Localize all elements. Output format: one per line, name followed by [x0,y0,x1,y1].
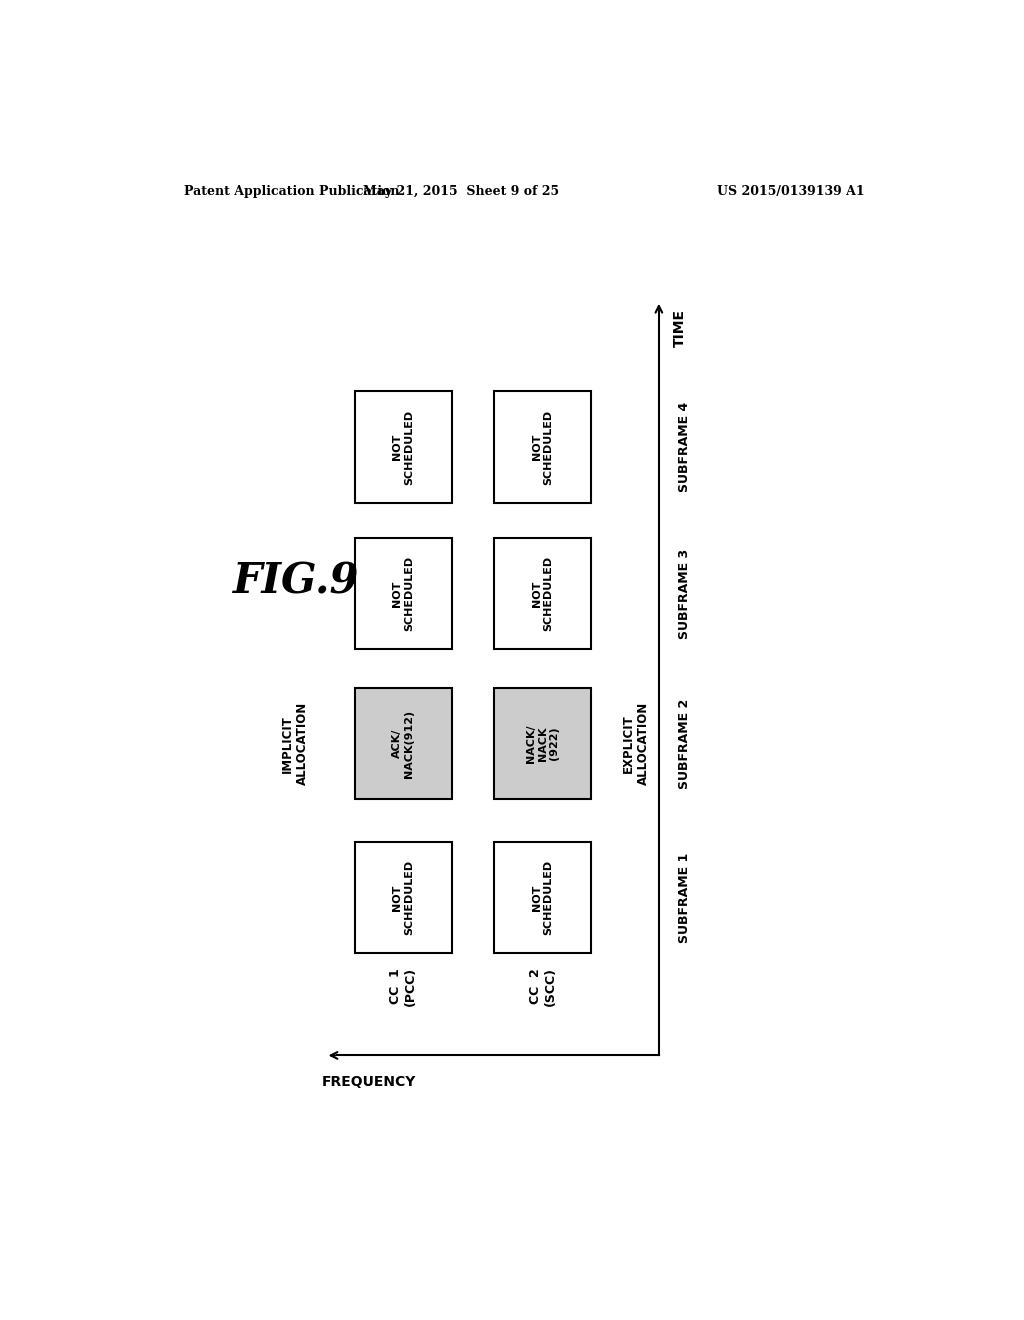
Text: FREQUENCY: FREQUENCY [322,1074,416,1089]
Text: SUBFRAME 1: SUBFRAME 1 [678,853,691,942]
Text: May 21, 2015  Sheet 9 of 25: May 21, 2015 Sheet 9 of 25 [364,185,559,198]
Text: FIG.9: FIG.9 [232,561,359,603]
Text: TIME: TIME [673,309,687,347]
Text: NOT
SCHEDULED: NOT SCHEDULED [392,556,414,631]
Text: ACK/
NACK(912): ACK/ NACK(912) [392,710,414,777]
Bar [495,537,591,649]
Text: SUBFRAME 3: SUBFRAME 3 [678,548,691,639]
Bar [354,842,452,953]
Text: NOT
SCHEDULED: NOT SCHEDULED [531,556,553,631]
Text: NOT
SCHEDULED: NOT SCHEDULED [392,861,414,935]
Text: NOT
SCHEDULED: NOT SCHEDULED [531,409,553,484]
Text: NOT
SCHEDULED: NOT SCHEDULED [392,409,414,484]
Text: Patent Application Publication: Patent Application Publication [183,185,399,198]
Bar [495,688,591,800]
Text: SUBFRAME 2: SUBFRAME 2 [678,698,691,789]
Text: NOT
SCHEDULED: NOT SCHEDULED [531,861,553,935]
Text: NACK/
NACK
(922): NACK/ NACK (922) [526,725,559,763]
Bar [495,391,591,503]
Text: US 2015/0139139 A1: US 2015/0139139 A1 [717,185,864,198]
Text: EXPLICIT
ALLOCATION: EXPLICIT ALLOCATION [622,702,649,785]
Bar [354,688,452,800]
Text: SUBFRAME 4: SUBFRAME 4 [678,403,691,492]
Text: IMPLICIT
ALLOCATION: IMPLICIT ALLOCATION [281,702,308,785]
Text: CC  2
(SCC): CC 2 (SCC) [528,966,557,1006]
Bar [354,537,452,649]
Bar [495,842,591,953]
Text: CC  1
(PCC): CC 1 (PCC) [389,966,417,1006]
Bar [354,391,452,503]
